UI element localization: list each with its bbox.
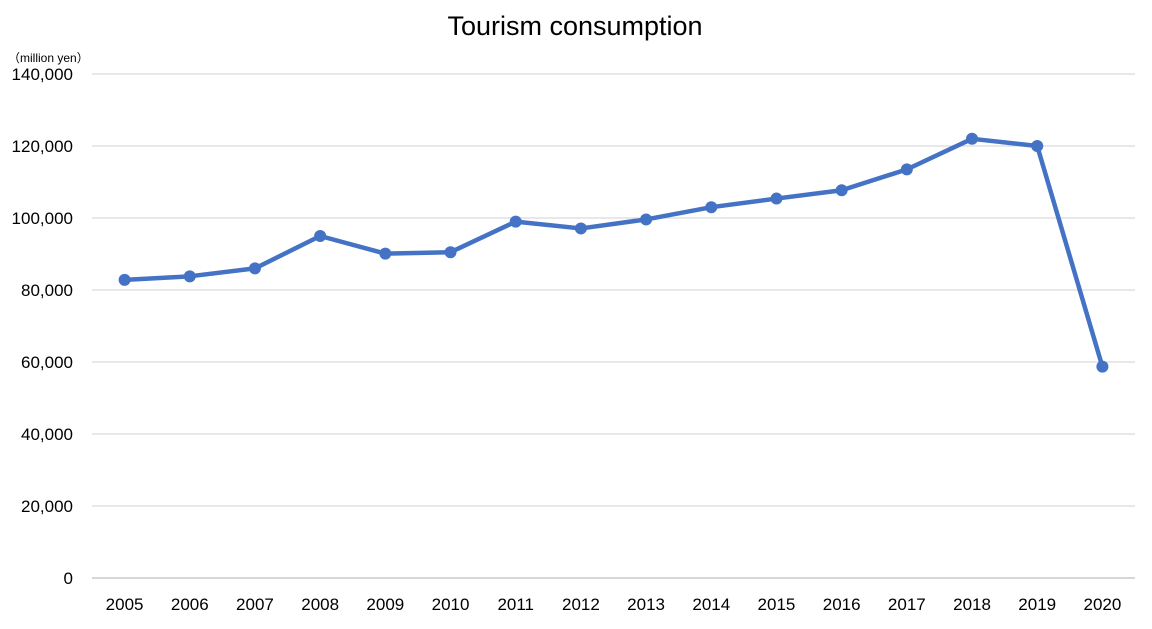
x-tick-label: 2013 (627, 595, 665, 614)
data-point (900, 163, 913, 176)
data-point (705, 201, 718, 214)
chart-title: Tourism consumption (447, 11, 702, 41)
data-point (183, 270, 196, 283)
series-line (122, 136, 1105, 369)
x-tick-label: 2017 (888, 595, 926, 614)
y-tick-label: 120,000 (12, 137, 73, 156)
data-point (248, 262, 261, 275)
data-point (118, 273, 131, 286)
data-point (1031, 140, 1044, 152)
x-tick-label: 2020 (1083, 595, 1121, 614)
x-tick-label: 2015 (758, 595, 796, 614)
data-point (640, 213, 653, 226)
x-tick-label: 2014 (692, 595, 730, 614)
y-unit-label: （million yen） (8, 51, 89, 65)
y-tick-label: 0 (64, 569, 73, 588)
y-axis-ticks: 0 20,000 40,000 60,000 80,000 100,000 120,000 1… (12, 65, 73, 588)
y-tick-label: 60,000 (21, 353, 73, 372)
gridlines (92, 73, 1135, 579)
x-tick-label: 2008 (301, 595, 339, 614)
x-tick-label: 2016 (823, 595, 861, 614)
x-tick-label: 2011 (497, 595, 534, 614)
y-tick-label: 140,000 (12, 65, 73, 84)
x-tick-label: 2006 (171, 595, 209, 614)
data-point (1096, 360, 1109, 373)
x-tick-label: 2009 (366, 595, 404, 614)
x-tick-label: 2018 (953, 595, 991, 614)
data-point (770, 192, 783, 205)
data-point (379, 247, 392, 260)
data-point (966, 132, 979, 145)
data-point (444, 246, 457, 259)
x-tick-label: 2007 (236, 595, 274, 614)
x-tick-label: 2010 (432, 595, 470, 614)
x-axis-ticks: 2005 2006 2007 2008 2009 2010 2011 2012 2013 2014… (106, 595, 1122, 614)
x-tick-label: 2005 (106, 595, 144, 614)
data-point (835, 184, 848, 197)
data-point (574, 222, 587, 235)
data-point (314, 230, 327, 242)
y-tick-label: 100,000 (12, 209, 73, 228)
x-tick-label: 2012 (562, 595, 600, 614)
data-point (509, 215, 522, 228)
series-layer (118, 132, 1109, 373)
y-tick-label: 40,000 (21, 425, 73, 444)
x-tick-label: 2019 (1018, 595, 1056, 614)
y-tick-label: 80,000 (21, 281, 73, 300)
y-tick-label: 20,000 (21, 497, 73, 516)
